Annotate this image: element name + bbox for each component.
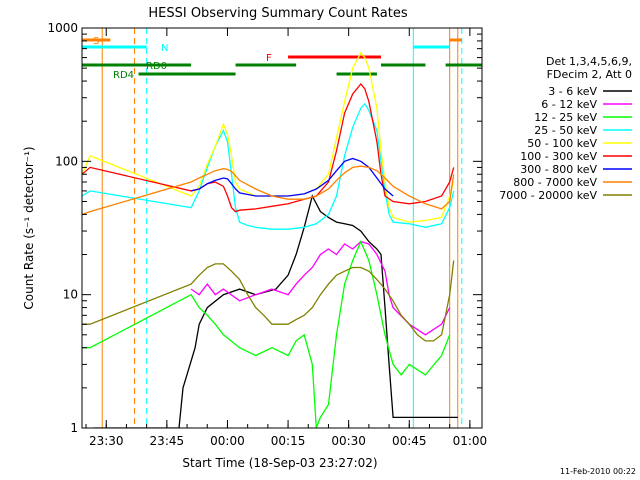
x-tick-label-1: 23:45	[150, 434, 185, 448]
flag-label-s: S	[93, 36, 99, 47]
y-tick-label-3: 1000	[47, 21, 78, 35]
footer-date: 11-Feb-2010 00:22	[560, 467, 636, 476]
series-line-6	[190, 157, 394, 197]
flag-label-f: F	[266, 53, 272, 64]
legend-label-3: 25 - 50 keV	[534, 124, 597, 137]
x-tick-label-3: 00:15	[271, 434, 306, 448]
flag-label-rd4: RD4	[113, 70, 134, 81]
series-line-4	[82, 51, 455, 223]
legend-header-line1: Det 1,3,4,5,6,9,	[546, 55, 632, 68]
y-tick-label-1: 10	[63, 288, 78, 302]
legend-label-7: 800 - 7000 keV	[513, 176, 597, 189]
series-line-3	[82, 102, 455, 230]
legend-label-0: 3 - 6 keV	[548, 85, 597, 98]
series-line-8	[82, 260, 455, 342]
x-tick-label-2: 00:00	[210, 434, 245, 448]
legend-header-line2: FDecim 2, Att 0	[547, 68, 632, 81]
legend-label-2: 12 - 25 keV	[534, 111, 597, 124]
chart-title: HESSI Observing Summary Count Rates	[148, 6, 407, 21]
plot-frame	[81, 27, 483, 429]
legend-label-1: 6 - 12 keV	[541, 98, 597, 111]
y-axis-label: Count Rate (s⁻¹ detector⁻¹)	[22, 146, 36, 309]
legend-label-8: 7000 - 20000 keV	[499, 189, 597, 202]
series-line-5	[82, 82, 455, 213]
x-tick-label-4: 00:30	[331, 434, 366, 448]
x-tick-label-6: 01:00	[453, 434, 488, 448]
series-line-7	[82, 165, 455, 216]
x-axis-label: Start Time (18-Sep-03 23:27:02)	[182, 456, 377, 470]
legend-label-5: 100 - 300 keV	[520, 150, 597, 163]
series-line-0	[94, 194, 458, 428]
series-line-2	[82, 239, 451, 428]
legend-label-4: 50 - 100 keV	[527, 137, 597, 150]
series-line-1	[190, 240, 451, 336]
flag-label-n: N	[161, 43, 168, 54]
y-tick-label-2: 100	[55, 154, 78, 168]
x-tick-label-5: 00:45	[392, 434, 427, 448]
y-tick-label-0: 1	[70, 421, 78, 435]
x-tick-label-0: 23:30	[89, 434, 124, 448]
legend-label-6: 300 - 800 keV	[520, 163, 597, 176]
flag-label-rd0: RD0	[146, 61, 167, 72]
